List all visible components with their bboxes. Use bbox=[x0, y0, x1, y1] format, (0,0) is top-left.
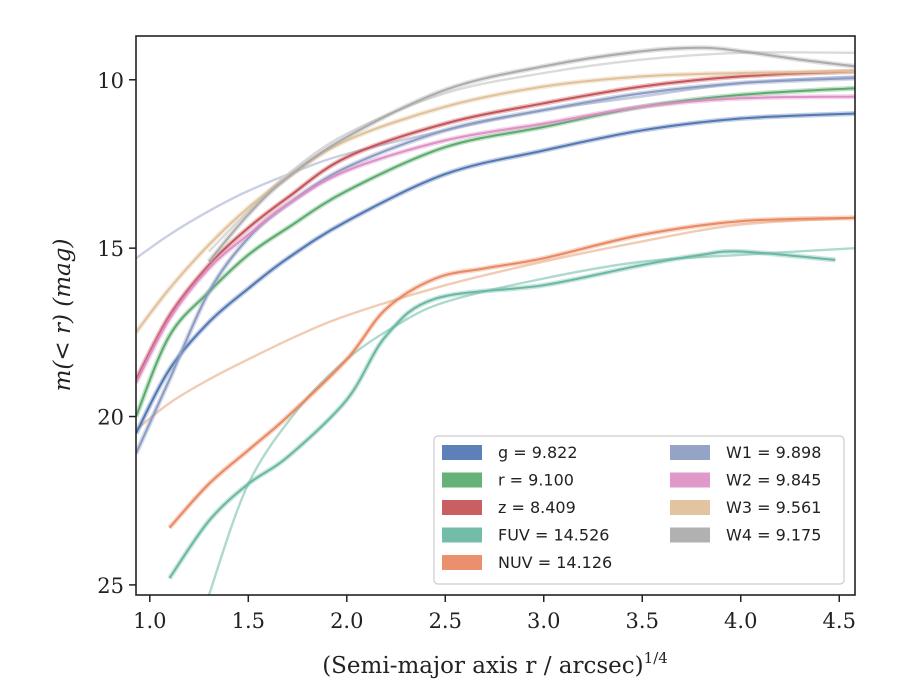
legend: g = 9.822 r = 9.100 z = 8.409 FUV = 14.526 N… bbox=[433, 435, 845, 585]
x-axis-ticks: 1.0 1.5 2.0 2.5 3.0 3.5 4.0 4.5 bbox=[133, 595, 856, 633]
x-tick-label: 4.0 bbox=[724, 609, 757, 633]
legend-swatch-w1 bbox=[670, 445, 710, 460]
legend-label-nuv: NUV = 14.126 bbox=[498, 553, 612, 572]
series-line-fuv bbox=[168, 250, 836, 579]
legend-swatch-z bbox=[442, 500, 482, 515]
x-tick-label: 3.0 bbox=[527, 609, 560, 633]
legend-label-fuv: FUV = 14.526 bbox=[498, 526, 609, 545]
x-tick-label: 1.0 bbox=[133, 609, 166, 633]
legend-label-z: z = 8.409 bbox=[498, 498, 576, 517]
series-line-r bbox=[136, 87, 855, 417]
legend-swatch-w4 bbox=[670, 527, 710, 543]
y-tick-label: 25 bbox=[97, 574, 124, 598]
series-band-w2 bbox=[136, 94, 855, 384]
y-tick-label: 15 bbox=[97, 237, 124, 261]
legend-label-w1: W1 = 9.898 bbox=[726, 443, 821, 462]
legend-label-w4: W4 = 9.175 bbox=[726, 526, 821, 545]
x-tick-label: 2.5 bbox=[429, 609, 462, 633]
series-line-nuv bbox=[168, 216, 855, 529]
legend-swatch-w3 bbox=[670, 500, 710, 515]
y-axis-label: m(< r) (mag) bbox=[50, 239, 76, 392]
legend-swatch-r bbox=[442, 472, 482, 488]
legend-box bbox=[433, 435, 845, 585]
y-tick-label: 20 bbox=[97, 406, 124, 430]
legend-swatch-w2 bbox=[670, 472, 710, 488]
plot-frame bbox=[135, 35, 856, 596]
x-tick-label: 1.5 bbox=[232, 609, 265, 633]
x-axis-label: (Semi-major axis r / arcsec)1/4 bbox=[322, 649, 668, 679]
legend-swatch-fuv bbox=[442, 527, 482, 543]
x-tick-label: 2.0 bbox=[330, 609, 363, 633]
faint-profile-line-4 bbox=[207, 247, 855, 595]
series-layer bbox=[136, 45, 855, 595]
legend-label-w2: W2 = 9.845 bbox=[726, 471, 821, 490]
legend-label-r: r = 9.100 bbox=[498, 471, 574, 490]
series-line-z bbox=[136, 70, 855, 380]
legend-entries: g = 9.822 r = 9.100 z = 8.409 FUV = 14.526 N… bbox=[442, 443, 821, 572]
x-tick-label: 4.5 bbox=[823, 609, 856, 633]
legend-swatch-nuv bbox=[442, 555, 482, 570]
series-line-w1 bbox=[136, 77, 855, 455]
faint-profile-line-1 bbox=[136, 75, 855, 260]
series-line-w3 bbox=[136, 70, 855, 333]
y-axis-ticks: 10 15 20 25 bbox=[97, 69, 136, 598]
x-tick-label: 3.5 bbox=[626, 609, 659, 633]
series-line-w2 bbox=[136, 95, 855, 384]
series-line-w4 bbox=[208, 46, 855, 263]
legend-label-g: g = 9.822 bbox=[498, 443, 578, 462]
legend-swatch-g bbox=[442, 445, 482, 460]
series-line-g bbox=[136, 112, 855, 434]
legend-label-w3: W3 = 9.561 bbox=[726, 498, 821, 517]
y-tick-label: 10 bbox=[97, 69, 124, 93]
